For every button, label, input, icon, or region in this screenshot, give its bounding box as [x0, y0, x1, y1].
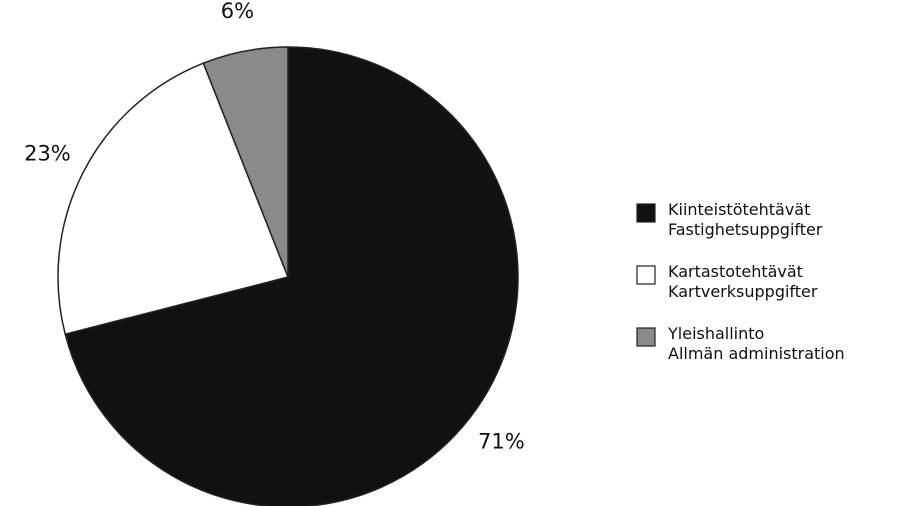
slice-label: 6%: [221, 0, 254, 23]
legend-swatch: [636, 265, 656, 285]
slice-label: 71%: [478, 429, 525, 453]
legend-swatch: [636, 327, 656, 347]
legend-label: Kartastotehtävät Kartverksuppgifter: [668, 262, 818, 301]
pie-slice: [202, 46, 289, 278]
slice-label: 23%: [24, 141, 71, 165]
legend-swatch: [636, 203, 656, 223]
legend-label: Yleishallinto Allmän administration: [668, 324, 845, 363]
pie-slice: [57, 62, 290, 336]
legend-label: Kiinteistötehtävät Fastighetsuppgifter: [668, 200, 823, 239]
pie-slice: [64, 46, 519, 506]
